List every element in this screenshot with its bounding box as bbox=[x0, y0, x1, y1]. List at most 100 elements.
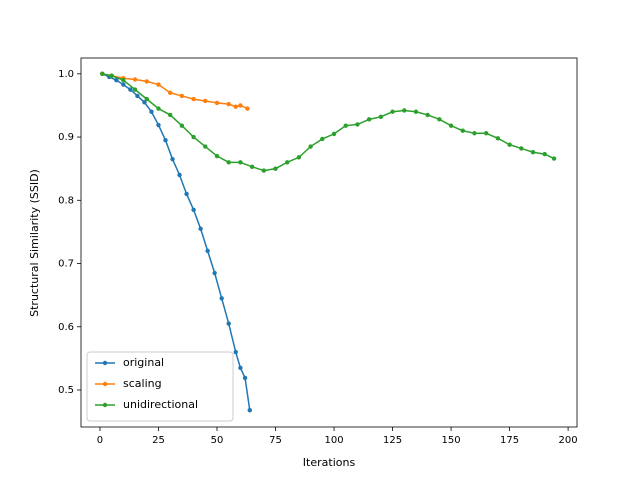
point bbox=[205, 248, 210, 254]
point bbox=[121, 77, 126, 83]
point bbox=[179, 93, 185, 99]
point bbox=[249, 164, 255, 169]
point bbox=[191, 207, 196, 212]
point bbox=[214, 100, 220, 106]
point bbox=[109, 73, 114, 78]
point bbox=[167, 90, 173, 95]
point bbox=[142, 100, 147, 105]
point bbox=[191, 134, 196, 140]
point bbox=[238, 160, 243, 165]
point bbox=[219, 296, 224, 301]
legend-marker bbox=[102, 381, 108, 387]
point bbox=[261, 168, 267, 173]
point bbox=[177, 172, 182, 178]
legend-label: scaling bbox=[123, 377, 162, 390]
legend-box bbox=[86, 351, 234, 422]
point bbox=[167, 112, 173, 118]
x-tick-label: 0 bbox=[97, 435, 103, 446]
x-tick-label: 25 bbox=[152, 435, 165, 446]
point bbox=[378, 114, 384, 120]
point bbox=[448, 123, 454, 128]
point bbox=[100, 71, 105, 77]
y-tick-label: 0.8 bbox=[58, 195, 74, 206]
point bbox=[296, 155, 302, 160]
point bbox=[214, 153, 220, 159]
point bbox=[238, 103, 243, 108]
point bbox=[198, 226, 203, 231]
axes-frame bbox=[80, 57, 578, 428]
point bbox=[114, 77, 119, 83]
point bbox=[163, 138, 168, 143]
point bbox=[184, 191, 189, 197]
point bbox=[530, 150, 536, 155]
legend-label: unidirectional bbox=[123, 398, 198, 411]
legend-marker bbox=[102, 402, 108, 408]
point bbox=[226, 321, 231, 326]
point bbox=[425, 112, 430, 118]
point bbox=[156, 82, 161, 87]
x-tick-label: 100 bbox=[324, 435, 343, 446]
x-tick-label: 75 bbox=[269, 435, 282, 446]
point bbox=[519, 146, 524, 151]
legend-label: original bbox=[123, 356, 164, 369]
point bbox=[273, 166, 278, 171]
point bbox=[355, 122, 360, 127]
point bbox=[437, 117, 442, 122]
y-tick-label: 1.0 bbox=[58, 69, 74, 80]
point bbox=[156, 106, 161, 111]
point bbox=[233, 349, 238, 355]
y-tick-label: 0.7 bbox=[58, 259, 74, 270]
series-line bbox=[102, 73, 555, 172]
point bbox=[320, 136, 325, 142]
y-tick-label: 0.9 bbox=[58, 132, 74, 143]
point bbox=[121, 82, 126, 87]
point bbox=[149, 109, 154, 114]
point bbox=[144, 96, 149, 102]
point bbox=[483, 131, 489, 136]
point bbox=[170, 156, 175, 162]
point bbox=[551, 156, 557, 161]
point bbox=[212, 270, 217, 276]
point bbox=[132, 77, 138, 82]
point bbox=[495, 136, 501, 141]
point bbox=[203, 98, 208, 104]
point bbox=[135, 93, 140, 99]
x-tick-label: 125 bbox=[383, 435, 402, 446]
point bbox=[191, 96, 196, 102]
legend-marker bbox=[102, 360, 108, 366]
point bbox=[402, 108, 407, 113]
y-tick-label: 0.5 bbox=[58, 385, 74, 396]
point bbox=[144, 79, 149, 84]
point bbox=[390, 109, 395, 114]
point bbox=[226, 160, 231, 165]
x-tick-label: 175 bbox=[500, 435, 519, 446]
point bbox=[128, 87, 133, 92]
x-tick-label: 50 bbox=[211, 435, 224, 446]
point bbox=[308, 144, 313, 149]
point bbox=[233, 104, 238, 109]
x-tick-label: 200 bbox=[559, 435, 578, 446]
y-tick-label: 0.6 bbox=[58, 322, 74, 333]
point bbox=[156, 122, 161, 128]
point bbox=[507, 142, 512, 147]
point bbox=[460, 128, 465, 133]
point bbox=[247, 408, 252, 413]
point bbox=[366, 117, 372, 122]
x-axis-label: Iterations bbox=[303, 456, 356, 469]
point bbox=[331, 131, 337, 137]
point bbox=[472, 131, 477, 136]
point bbox=[285, 160, 290, 165]
point bbox=[132, 87, 138, 92]
point bbox=[413, 109, 419, 114]
point bbox=[238, 365, 243, 371]
point bbox=[542, 151, 547, 157]
point bbox=[179, 123, 185, 128]
point bbox=[343, 123, 348, 128]
y-axis-label: Structural Similarity (SSID) bbox=[28, 169, 41, 317]
x-tick-label: 150 bbox=[442, 435, 461, 446]
point bbox=[242, 375, 248, 381]
point bbox=[226, 101, 231, 107]
point bbox=[203, 144, 208, 149]
point bbox=[245, 106, 250, 111]
